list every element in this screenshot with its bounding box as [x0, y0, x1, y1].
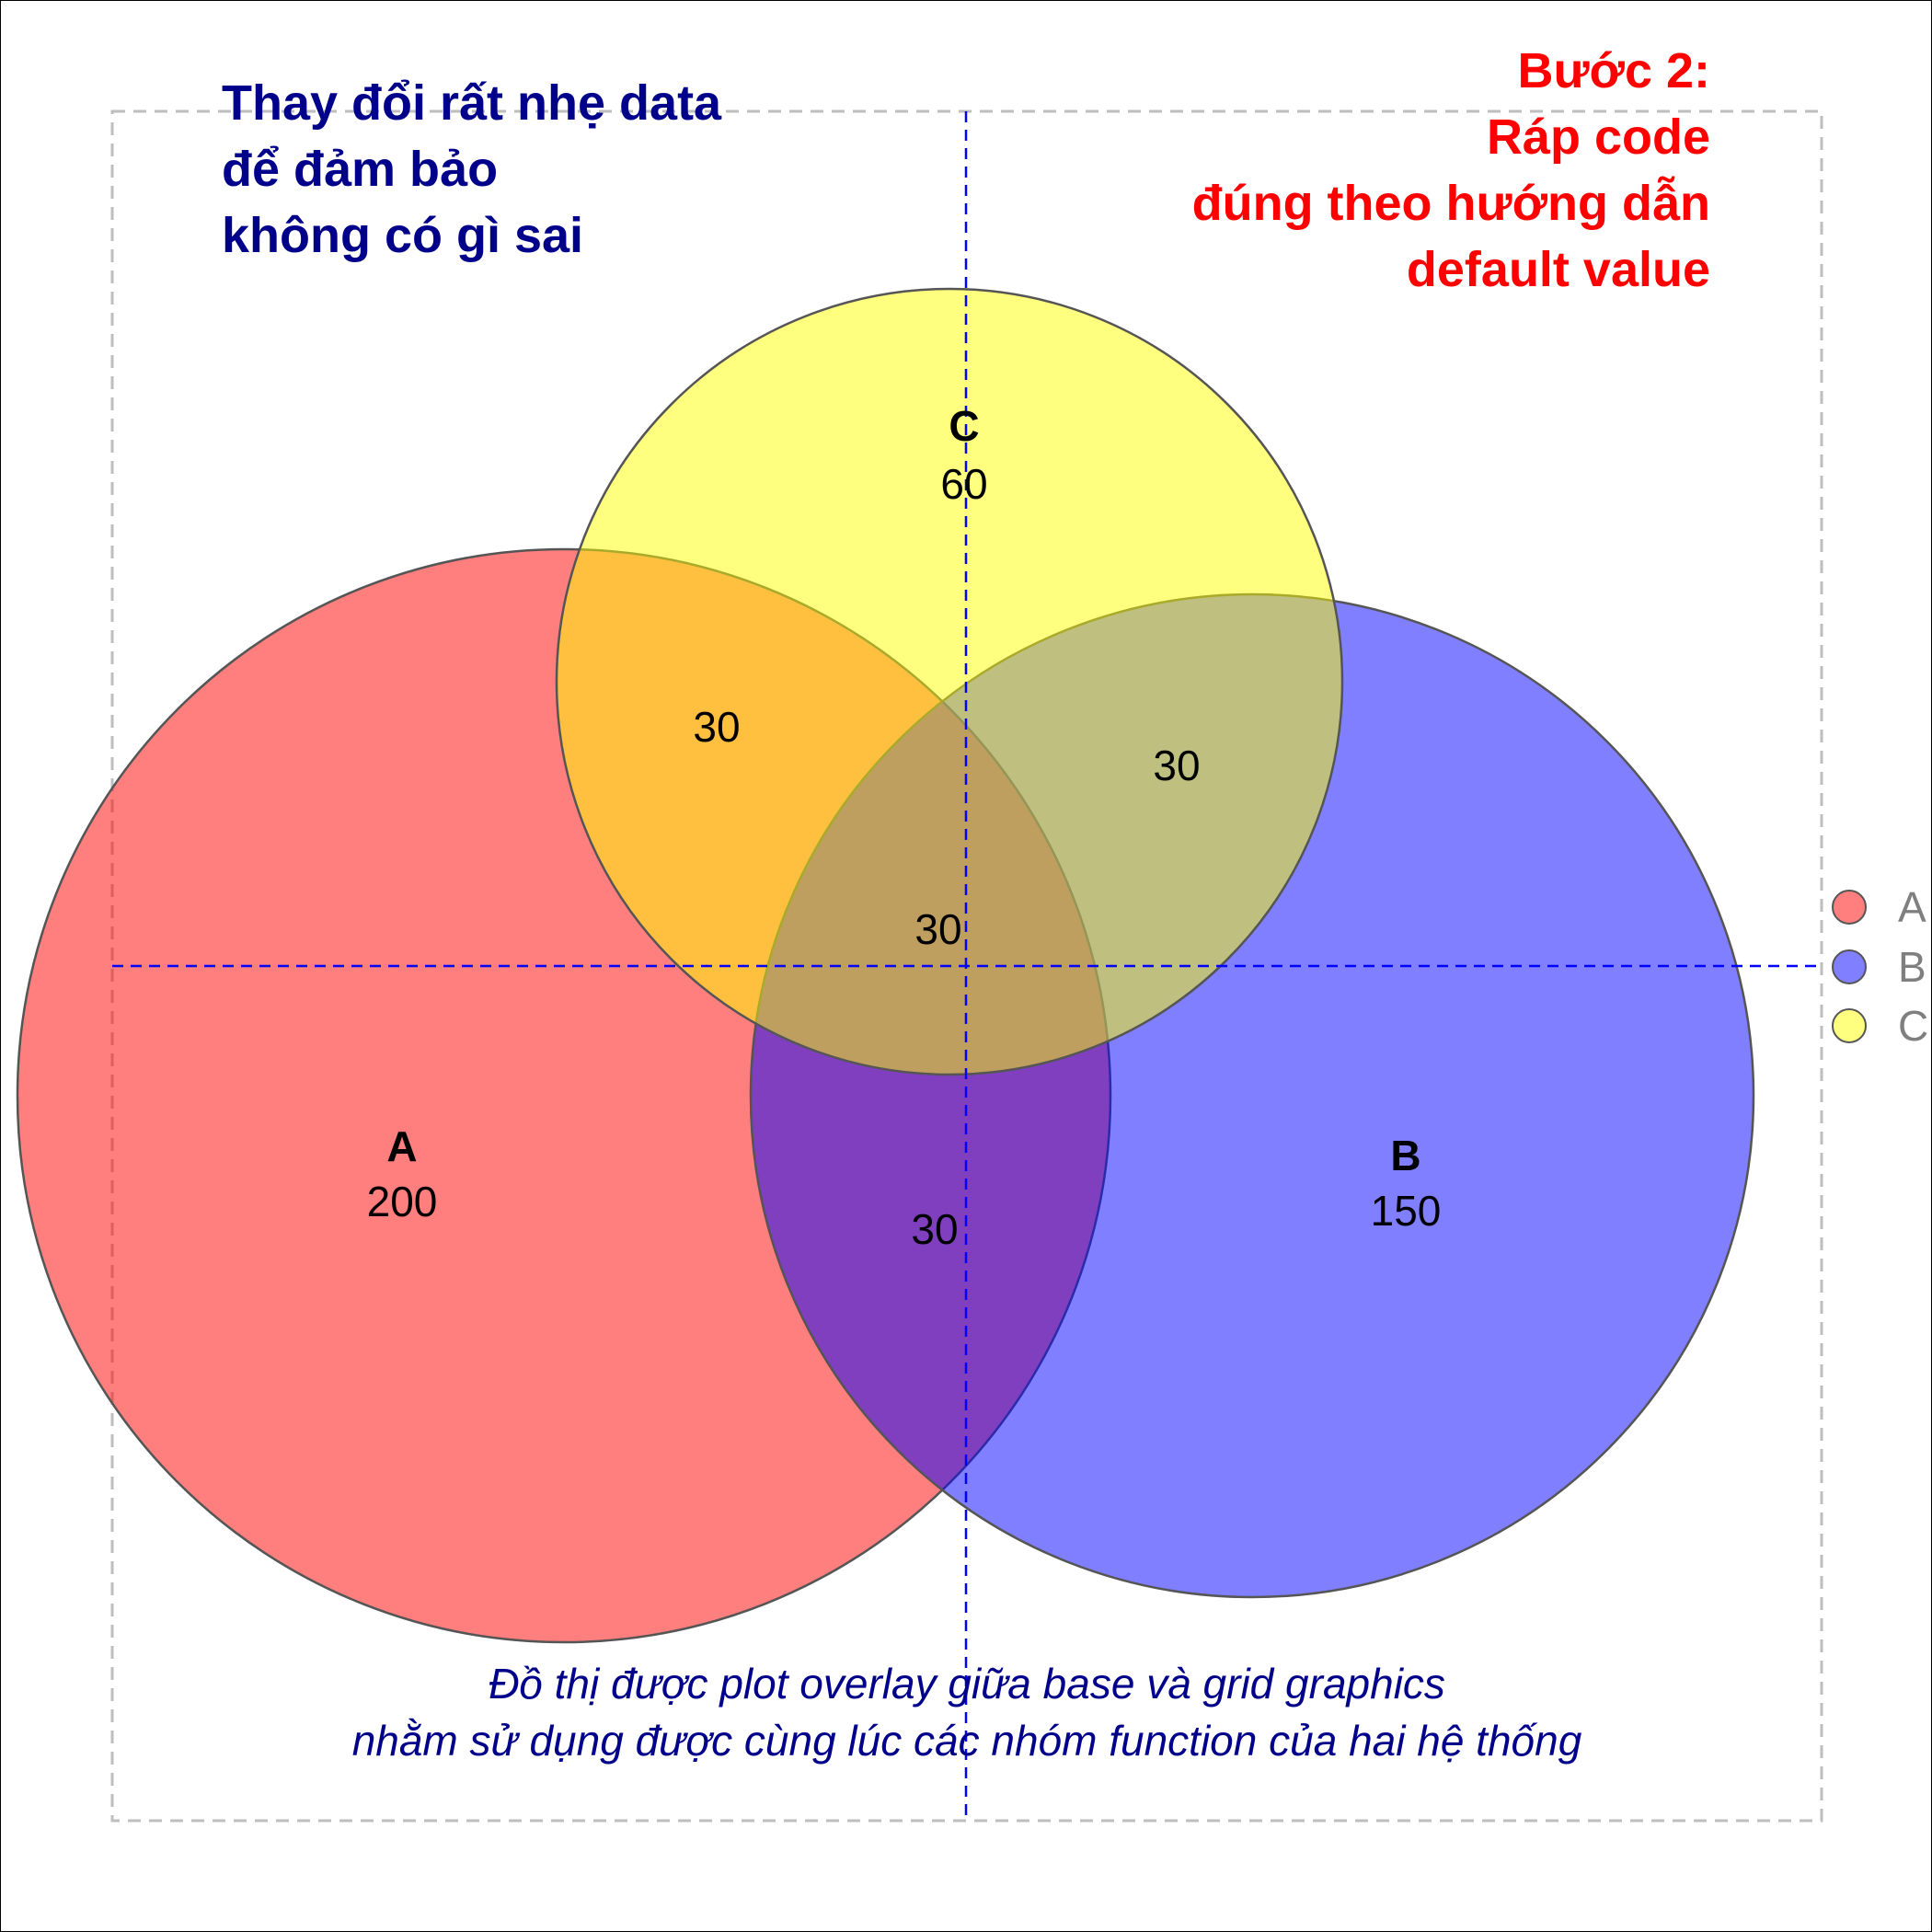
set-b-count: 150	[1371, 1187, 1442, 1235]
note-left-line: không có gì sai	[222, 208, 584, 263]
legend-key-a	[1832, 890, 1867, 925]
legend-label-c: C	[1898, 1002, 1928, 1050]
legend-label-b: B	[1898, 943, 1926, 991]
note-right-line: default value	[1406, 242, 1710, 297]
legend: A B C	[1832, 883, 1928, 1050]
note-left-line: để đảm bảo	[222, 142, 499, 197]
set-c-circle	[555, 287, 1344, 1076]
note-right-line: Ráp code	[1486, 109, 1710, 165]
caption-line: Đồ thị được plot overlay giữa base và gr…	[489, 1660, 1445, 1708]
set-c-name: C	[949, 402, 979, 450]
caption: Đồ thị được plot overlay giữa base và gr…	[1, 1655, 1931, 1769]
set-a-count: 200	[367, 1178, 438, 1225]
intersection-ac-count: 30	[693, 703, 740, 751]
intersection-bc-count: 30	[1153, 742, 1200, 789]
note-right-line: đúng theo hướng dẫn	[1191, 176, 1710, 231]
note-left-line: Thay đổi rất nhẹ data	[222, 75, 722, 131]
legend-key-b	[1832, 949, 1867, 984]
note-left: Thay đổi rất nhẹ data để đảm bảo không c…	[222, 70, 721, 269]
legend-label-a: A	[1898, 883, 1926, 931]
intersection-abc-count: 30	[914, 905, 961, 953]
note-right: Bước 2: Ráp code đúng theo hướng dẫn def…	[1192, 38, 1710, 303]
caption-line: nhằm sử dụng được cùng lúc các nhóm func…	[351, 1717, 1582, 1765]
intersection-ab-count: 30	[911, 1205, 958, 1253]
set-b-name: B	[1390, 1132, 1420, 1179]
set-c-count: 60	[940, 460, 987, 508]
note-right-line: Bước 2:	[1517, 43, 1710, 98]
set-a-name: A	[386, 1122, 417, 1170]
legend-key-c	[1832, 1008, 1867, 1043]
